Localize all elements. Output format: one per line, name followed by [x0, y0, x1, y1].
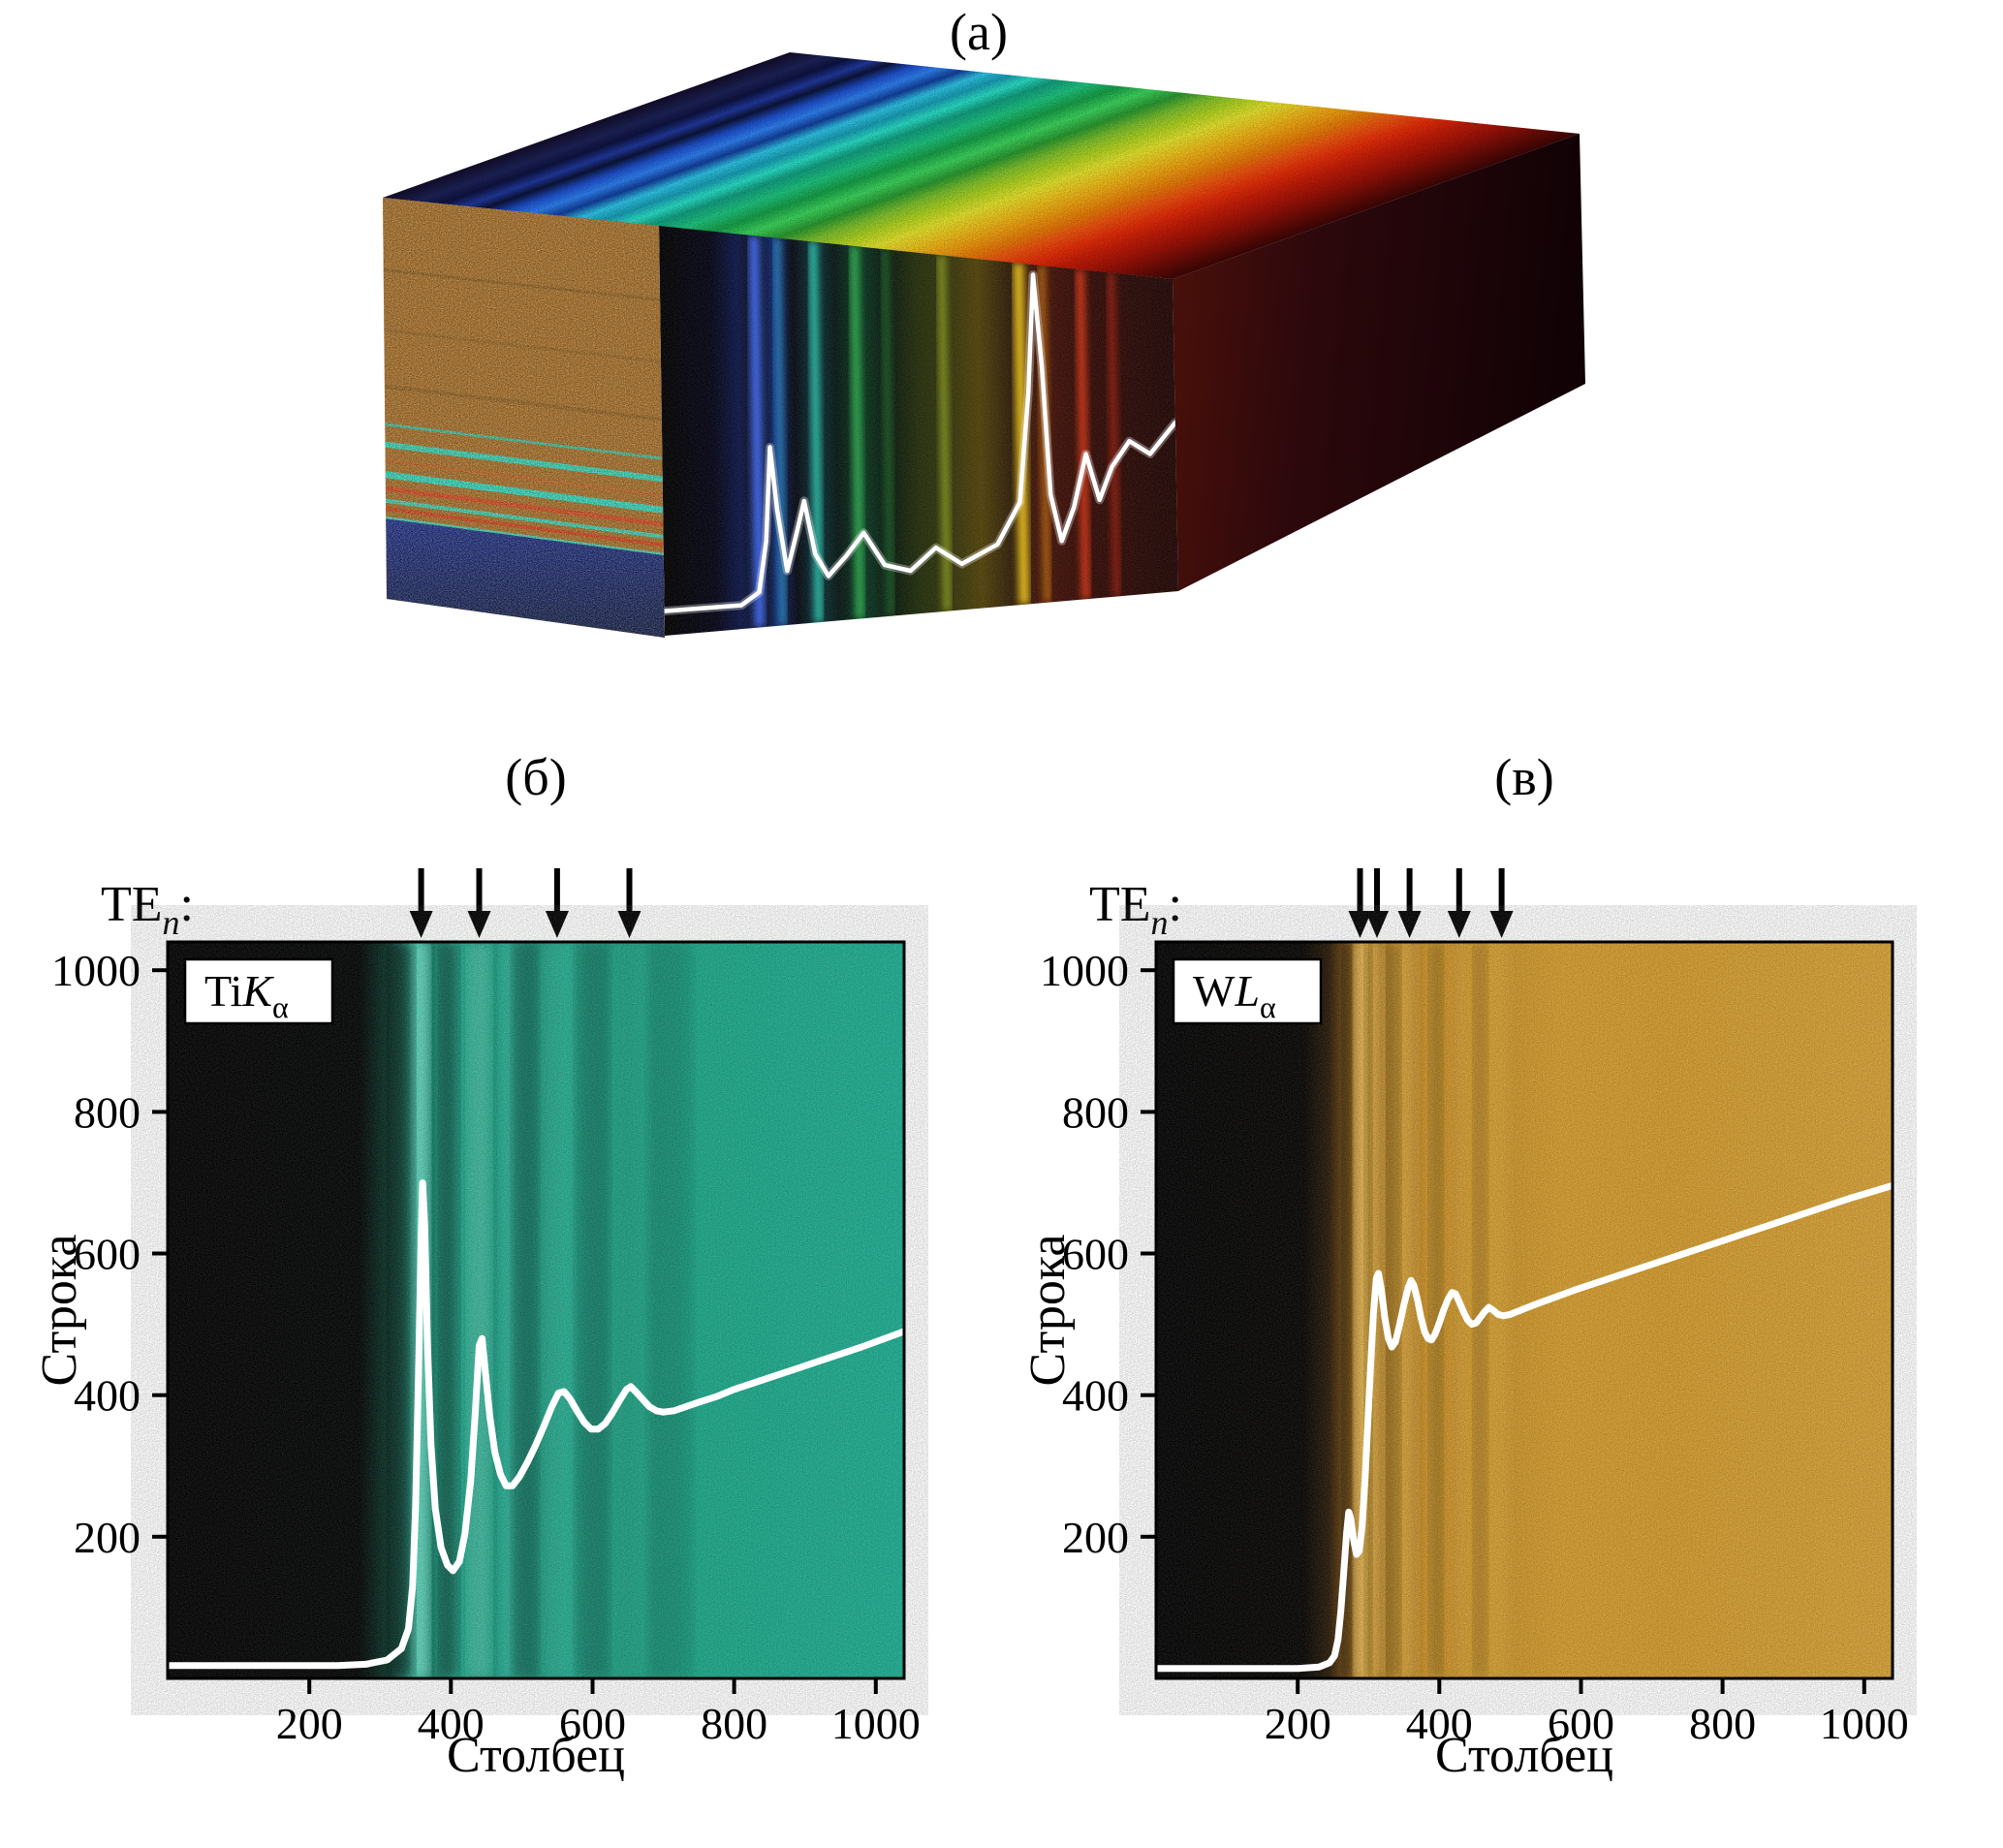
x-axis-ticks: 200 400 600 800 1000: [1265, 1678, 1909, 1748]
x-axis-label: Столбец: [1435, 1728, 1613, 1783]
plot-frame: [166, 940, 906, 1680]
y-tick-label: 200: [1062, 1513, 1129, 1562]
te-mode-arrow: [1447, 868, 1471, 938]
x-tick-label: 400: [418, 1699, 485, 1748]
x-tick-label: 800: [701, 1699, 767, 1748]
y-axis-label: Строка: [1025, 1235, 1076, 1387]
plot-frame: [1154, 940, 1894, 1680]
te-mode-arrow: [467, 868, 491, 938]
panel-v-label: (в): [1494, 748, 1553, 806]
cube-end-face: [1173, 134, 1585, 591]
y-tick-label: 1000: [1040, 946, 1129, 995]
x-tick-label: 1000: [831, 1699, 921, 1748]
y-axis-ticks: 200 400 600 800 1000: [1040, 946, 1156, 1562]
x-tick-label: 400: [1406, 1699, 1473, 1748]
te-mode-arrow: [1489, 868, 1514, 938]
panel-v: (в) TEn: 200 400 600 800 1000 200 400 600 800 10…: [1025, 748, 1909, 1783]
cube-side-noise-dark: [383, 198, 665, 638]
x-axis-label: Столбец: [447, 1728, 625, 1783]
panel-a-label: (а): [950, 3, 1008, 61]
cube-front-noise: [659, 226, 1178, 636]
y-tick-label: 200: [74, 1513, 141, 1562]
emission-line-label: WLα: [1193, 966, 1276, 1024]
emission-line-label: TiKα: [204, 966, 289, 1024]
te-mode-arrow: [1397, 868, 1422, 938]
x-tick-label: 800: [1689, 1699, 1756, 1748]
te-mode-arrow: [1365, 868, 1389, 938]
te-arrows-group: [1348, 868, 1514, 938]
noise-overlay-dark: [168, 942, 904, 1678]
x-tick-label: 600: [1548, 1699, 1614, 1748]
x-tick-label: 1000: [1820, 1699, 1909, 1748]
cube-spectrum-group: [660, 270, 1178, 616]
y-tick-label: 1000: [51, 946, 141, 995]
profile-group: [168, 1179, 904, 1670]
x-tick-label: 200: [1265, 1699, 1331, 1748]
te-arrows-group: [409, 868, 642, 938]
panel-b: (б) TEn: 200 400 600 800 1000 200 400 600 800 10…: [37, 748, 921, 1783]
intensity-profile-line: [1156, 1181, 1893, 1673]
te-mode-label: TEn:: [1089, 877, 1182, 942]
cube-spectrum-line: [662, 272, 1178, 613]
te-mode-arrow: [545, 868, 569, 938]
y-tick-label: 400: [1062, 1371, 1129, 1421]
y-axis-label: Строка: [37, 1235, 87, 1387]
intensity-profile-line: [168, 1179, 904, 1670]
y-tick-label: 600: [74, 1230, 141, 1279]
panel-b-label: (б): [505, 748, 566, 806]
profile-group: [1156, 1181, 1893, 1673]
emission-line-label-box: [183, 957, 334, 1025]
y-axis-ticks: 200 400 600 800 1000: [51, 946, 168, 1562]
y-tick-label: 600: [1062, 1230, 1129, 1279]
y-tick-label: 800: [1062, 1087, 1129, 1137]
y-tick-label: 400: [74, 1371, 141, 1421]
x-axis-ticks: 200 400 600 800 1000: [276, 1678, 921, 1748]
te-mode-label: TEn:: [101, 877, 194, 942]
te-mode-arrow: [617, 868, 642, 938]
te-mode-arrow: [409, 868, 433, 938]
x-tick-label: 200: [276, 1699, 343, 1748]
te-mode-arrow: [1348, 868, 1372, 938]
y-tick-label: 800: [74, 1087, 141, 1137]
hyperspectral-cube: [383, 52, 1585, 638]
x-tick-label: 600: [559, 1699, 626, 1748]
emission-line-label-box: [1172, 957, 1323, 1025]
